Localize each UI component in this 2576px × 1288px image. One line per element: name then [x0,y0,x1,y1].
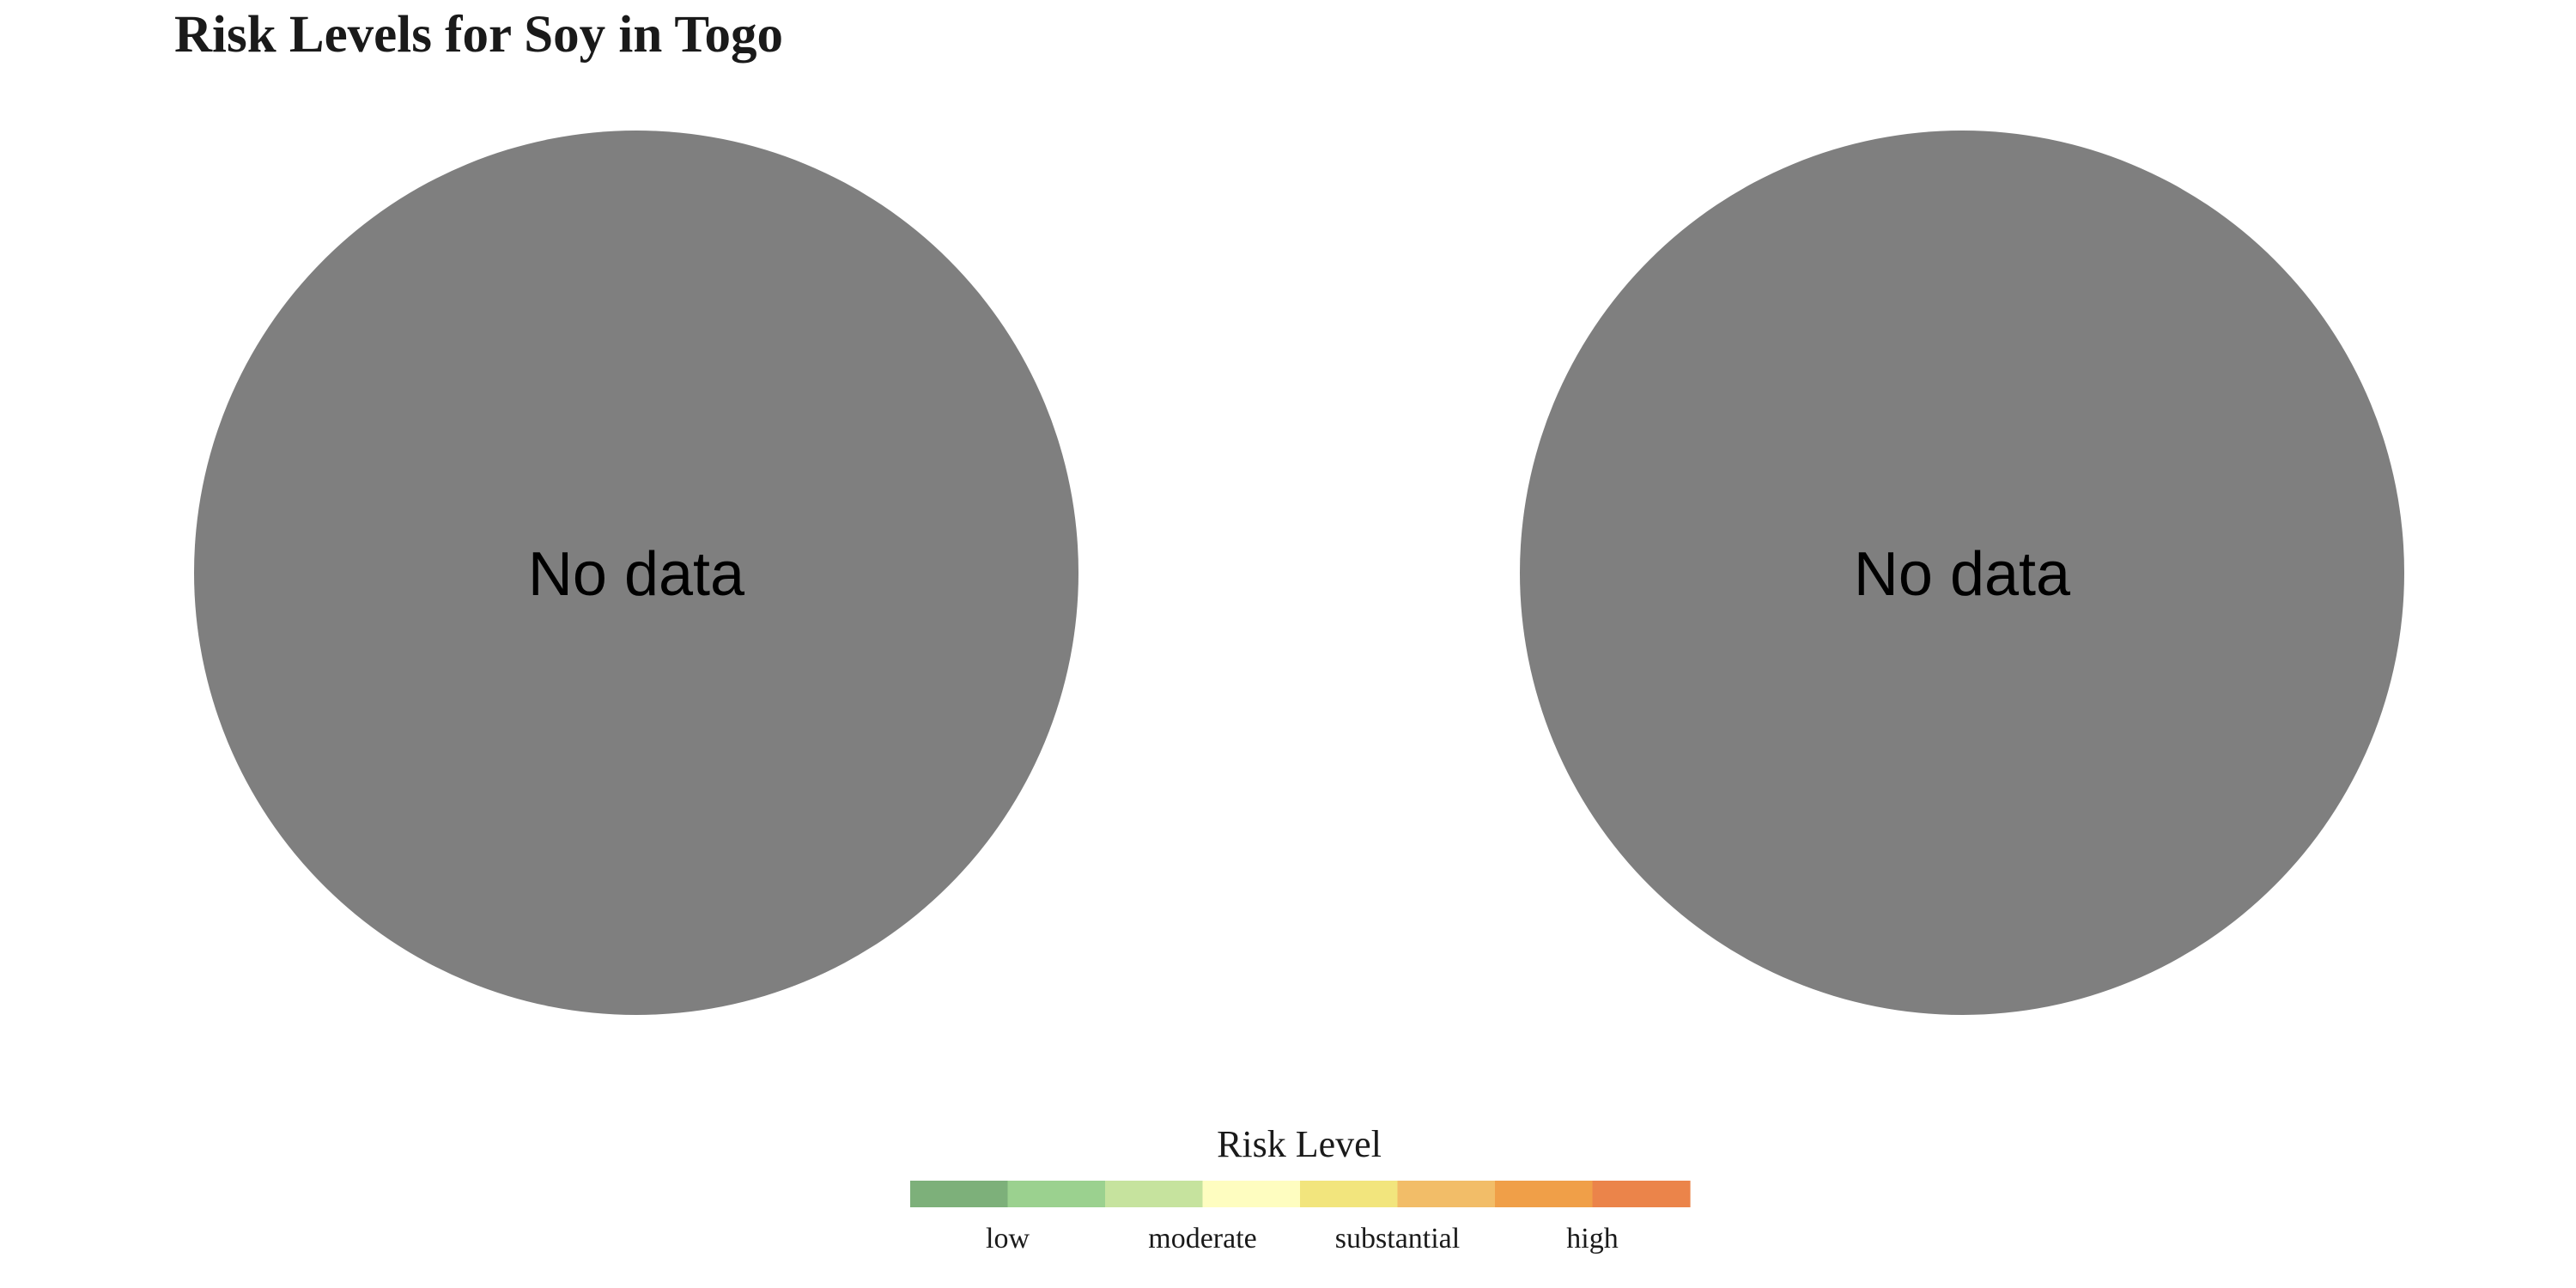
pie-slice-no-data-1 [194,131,1078,1015]
legend-colorbar [910,1181,1691,1207]
legend-swatch-7 [1495,1181,1594,1207]
legend-swatch-2 [1007,1181,1106,1207]
legend-swatch-3 [1105,1181,1204,1207]
legend-label-high: high [1566,1223,1618,1255]
legend-swatch-1 [910,1181,1009,1207]
pie-label-1: No data [528,540,745,609]
legend-label-moderate: moderate [1148,1223,1257,1255]
chart-title: Risk Levels for Soy in Togo [174,6,783,64]
legend-labels: low moderate substantial high [986,1223,1619,1255]
legend-swatch-4 [1202,1181,1301,1207]
legend-label-low: low [986,1223,1030,1255]
legend-label-substantial: substantial [1335,1223,1460,1255]
legend-swatch-8 [1592,1181,1691,1207]
pie-slice-no-data-2 [1520,131,2404,1015]
legend: Risk Level low moderate substantial high [910,1123,1691,1255]
legend-title: Risk Level [1217,1123,1382,1165]
legend-swatch-6 [1397,1181,1496,1207]
legend-swatch-5 [1300,1181,1399,1207]
pie-label-2: No data [1854,540,2071,609]
pie-panel-1: No data [194,131,1078,1015]
pie-panel-2: No data [1520,131,2404,1015]
